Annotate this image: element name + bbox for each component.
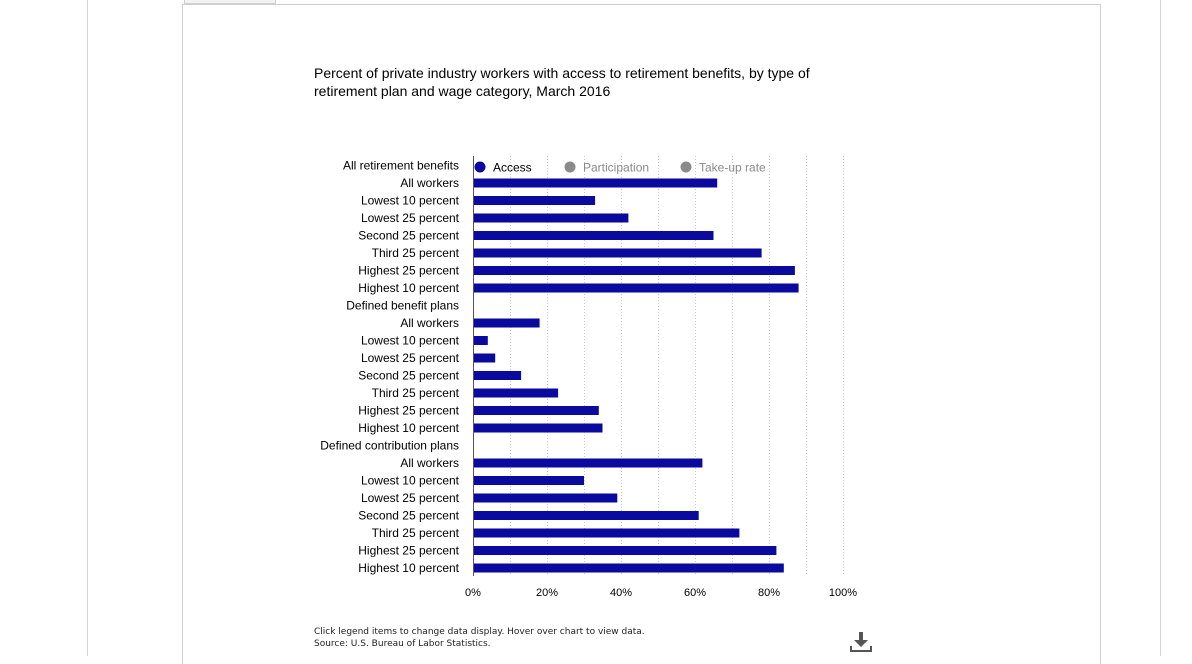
chart-title: Percent of private industry workers with… [314, 65, 810, 99]
chart-footer: Click legend items to change data displa… [314, 626, 645, 650]
category-label: All workers [400, 316, 459, 330]
category-label: Highest 10 percent [358, 561, 459, 575]
x-tick-label: 0% [465, 587, 481, 599]
category-label: Lowest 10 percent [361, 194, 460, 208]
grid-lines [473, 156, 844, 576]
category-label: Lowest 25 percent [361, 351, 460, 365]
page-right-rule [1160, 0, 1161, 656]
bar[interactable] [474, 283, 799, 293]
bar[interactable] [474, 353, 496, 363]
legend-item[interactable]: Participation [564, 161, 650, 175]
category-label: Second 25 percent [358, 509, 459, 523]
category-label: Third 25 percent [372, 526, 460, 540]
x-axis-ticks: 0% 20% 40% 60% 80% 100% [465, 587, 857, 599]
bar[interactable] [474, 213, 629, 223]
footer-source: Source: U.S. Bureau of Labor Statistics. [314, 639, 491, 649]
bar[interactable] [474, 423, 603, 433]
chart-panel [182, 4, 1101, 664]
bar[interactable] [474, 511, 699, 520]
bar[interactable] [474, 248, 762, 258]
x-tick-label: 60% [684, 587, 706, 599]
x-tick-label: 40% [610, 587, 632, 599]
category-label: All workers [400, 456, 459, 470]
legend-label[interactable]: Participation [583, 161, 649, 175]
category-label: Second 25 percent [358, 229, 459, 243]
category-label: Lowest 25 percent [361, 491, 460, 505]
category-label: Third 25 percent [372, 386, 460, 400]
legend-marker[interactable] [564, 161, 576, 173]
bar[interactable] [474, 493, 618, 503]
bar[interactable] [474, 178, 718, 188]
category-label: Highest 25 percent [358, 264, 459, 278]
bar[interactable] [474, 266, 795, 275]
x-tick-label: 100% [829, 587, 857, 599]
bar[interactable] [474, 528, 740, 538]
category-label: Highest 10 percent [358, 421, 459, 435]
group-header-label: All retirement benefits [343, 159, 459, 173]
bar[interactable] [474, 231, 714, 240]
panel-tab[interactable] [184, 0, 276, 4]
category-label: All workers [400, 176, 459, 190]
category-labels: All retirement benefits All workers Lowest… [320, 159, 459, 576]
legend-marker[interactable] [680, 161, 692, 173]
footer-note: Click legend items to change data displa… [314, 627, 645, 637]
legend-label[interactable]: Take-up rate [699, 161, 766, 175]
bars [474, 178, 799, 573]
bar[interactable] [474, 458, 703, 468]
bar[interactable] [474, 406, 599, 415]
legend-item[interactable]: Access [474, 161, 532, 175]
bar[interactable] [474, 196, 596, 205]
category-label: Highest 25 percent [358, 544, 459, 558]
download-icon[interactable] [848, 630, 874, 654]
bar[interactable] [474, 563, 784, 573]
bar[interactable] [474, 546, 777, 555]
category-label: Lowest 10 percent [361, 474, 460, 488]
page-left-rule [87, 0, 88, 656]
category-label: Second 25 percent [358, 369, 459, 383]
legend-label[interactable]: Access [493, 161, 532, 175]
bar[interactable] [474, 476, 584, 485]
category-label: Highest 10 percent [358, 281, 459, 295]
bar[interactable] [474, 318, 540, 328]
category-label: Lowest 10 percent [361, 334, 460, 348]
x-tick-label: 80% [758, 587, 780, 599]
category-label: Third 25 percent [372, 246, 460, 260]
bar[interactable] [474, 371, 522, 380]
group-header-label: Defined contribution plans [320, 439, 459, 453]
legend-item[interactable]: Take-up rate [680, 161, 767, 175]
legend: Access Participation Take-up rate [474, 161, 767, 175]
group-header-label: Defined benefit plans [346, 299, 459, 313]
category-label: Highest 25 percent [358, 404, 459, 418]
legend-marker[interactable] [474, 161, 486, 173]
bar[interactable] [474, 336, 488, 345]
category-label: Lowest 25 percent [361, 211, 460, 225]
bar[interactable] [474, 388, 559, 398]
x-tick-label: 20% [536, 587, 558, 599]
